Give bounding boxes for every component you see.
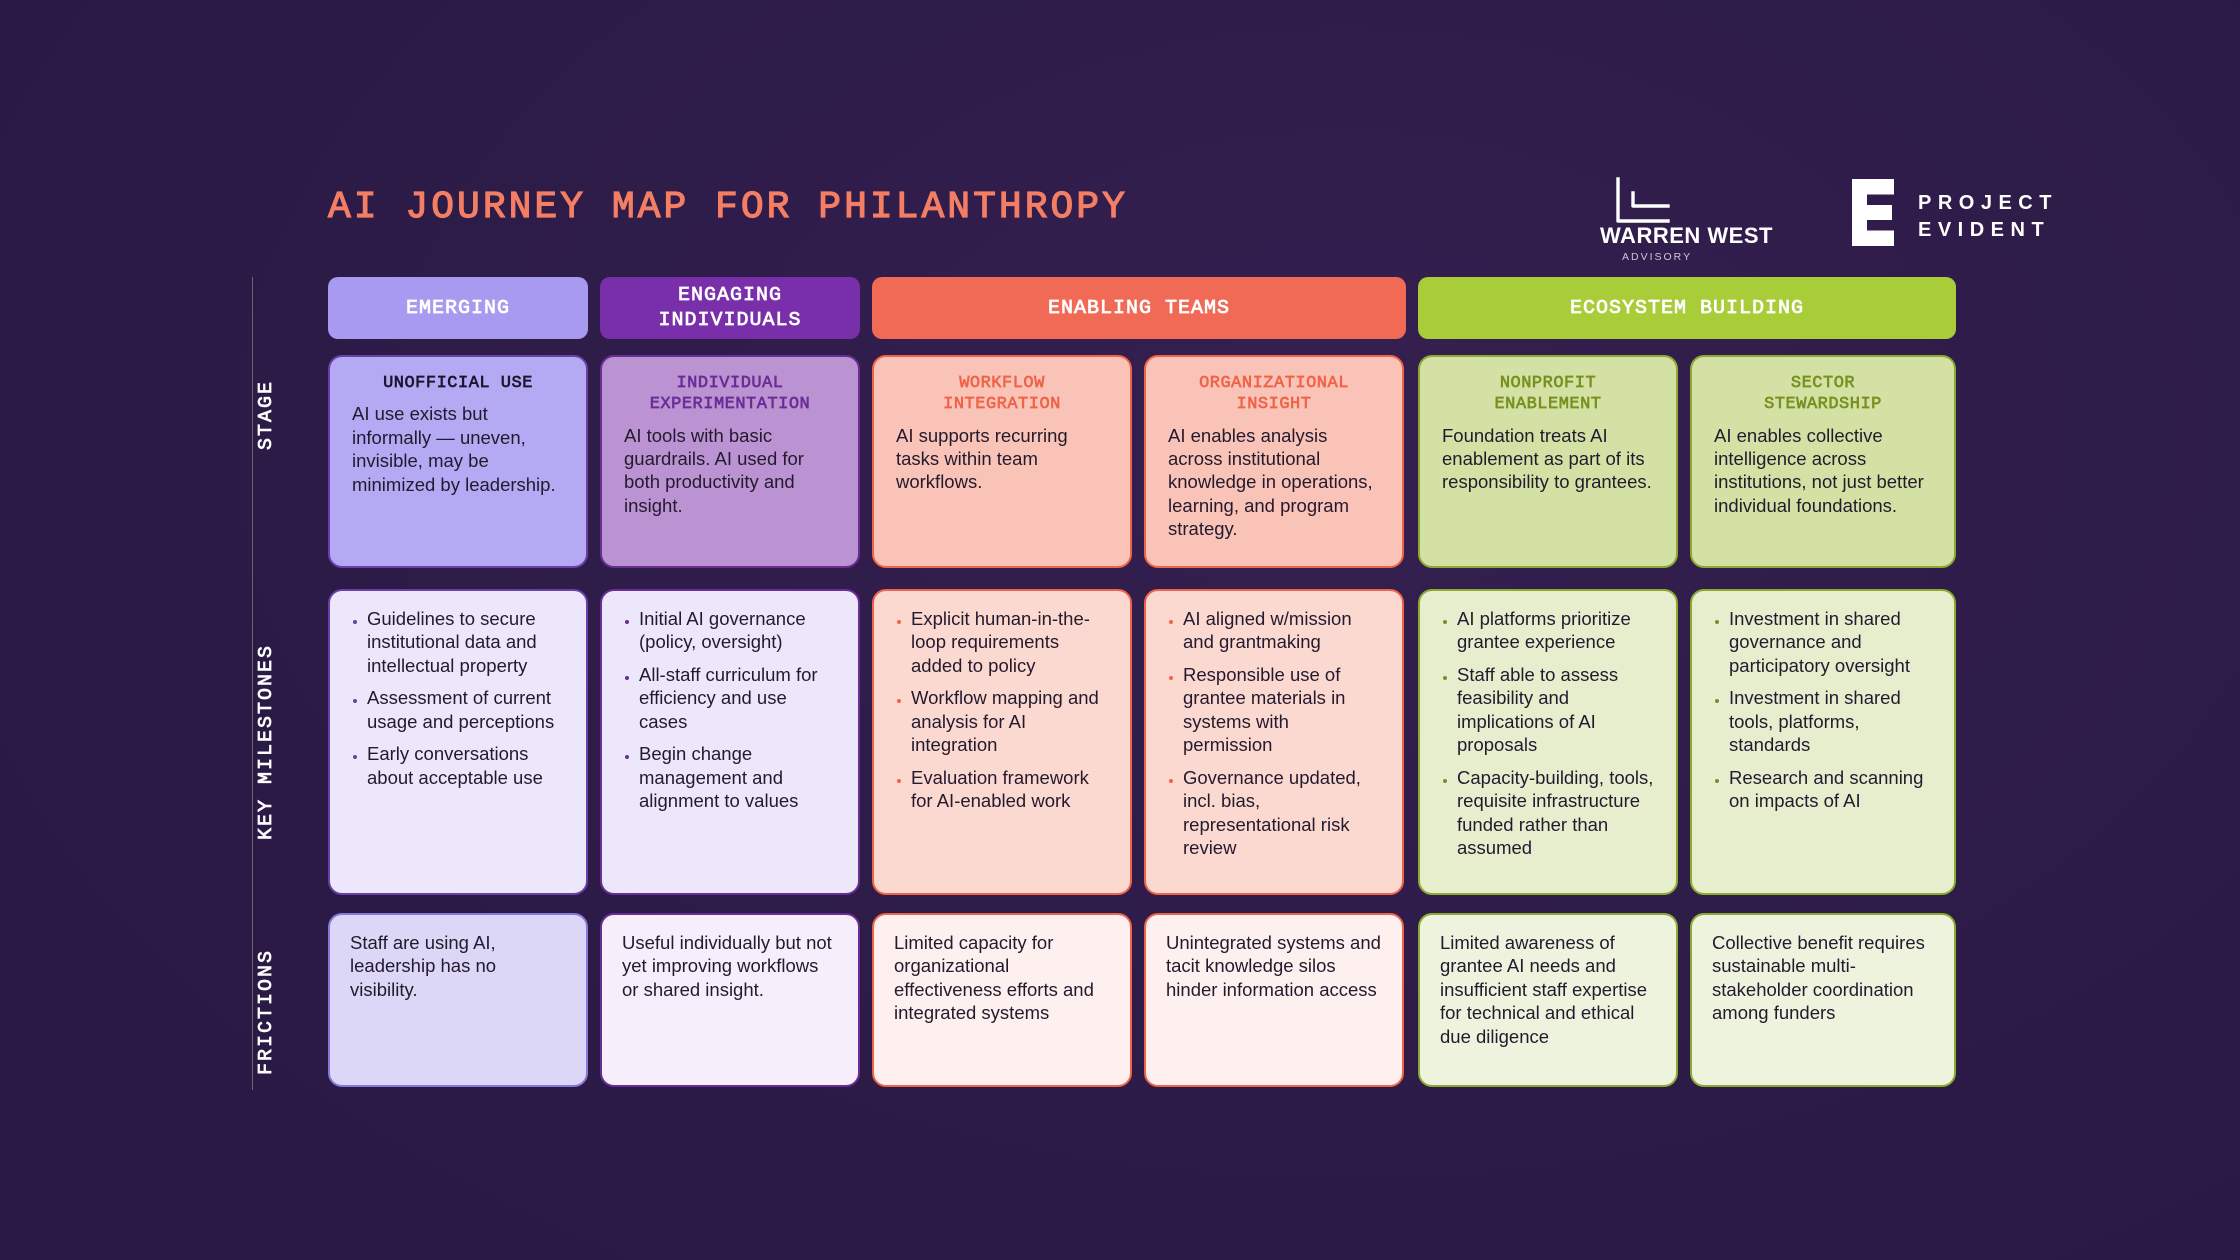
svg-text:PROJECT: PROJECT	[1918, 192, 2058, 214]
svg-text:EVIDENT: EVIDENT	[1918, 219, 2050, 241]
svg-text:WARREN WEST: WARREN WEST	[1600, 223, 1773, 248]
svg-text:ADVISORY: ADVISORY	[1622, 251, 1692, 263]
